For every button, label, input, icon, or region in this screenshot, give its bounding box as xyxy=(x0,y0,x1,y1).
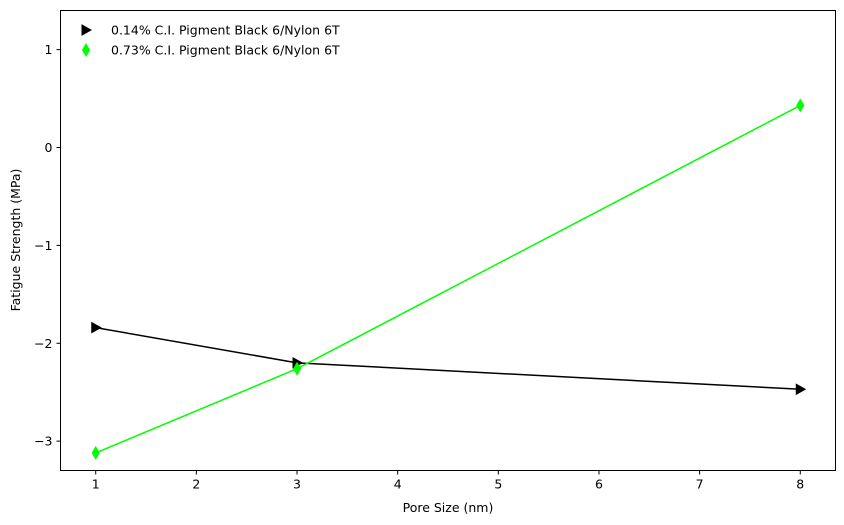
legend-label-1: 0.14% C.I. Pigment Black 6/Nylon 6T xyxy=(111,23,340,38)
x-tick-label: 7 xyxy=(696,477,704,492)
y-axis-ticks: −3 −2 −1 0 1 xyxy=(34,42,61,449)
plot-frame xyxy=(60,10,836,471)
x-tick-label: 6 xyxy=(595,477,603,492)
series-1-point xyxy=(795,383,807,396)
x-axis-ticks: 1 2 3 4 5 6 7 8 xyxy=(92,470,804,492)
x-tick-label: 3 xyxy=(293,477,301,492)
legend: 0.14% C.I. Pigment Black 6/Nylon 6T 0.73%… xyxy=(81,23,340,58)
series-2-point xyxy=(292,361,302,376)
series-2 xyxy=(91,98,805,460)
x-axis-label: Pore Size (nm) xyxy=(403,500,494,515)
x-tick-label: 5 xyxy=(494,477,502,492)
x-tick-label: 2 xyxy=(192,477,200,492)
x-tick-label: 1 xyxy=(92,477,100,492)
y-tick-label: 0 xyxy=(45,140,53,155)
series-layer xyxy=(91,98,807,460)
series-1-point xyxy=(91,321,102,334)
y-tick-label: 1 xyxy=(45,42,53,57)
x-tick-label: 4 xyxy=(394,477,402,492)
y-tick-label: −3 xyxy=(34,434,52,449)
legend-label-2: 0.73% C.I. Pigment Black 6/Nylon 6T xyxy=(111,43,340,58)
series-2-point xyxy=(796,98,805,113)
legend-marker-1 xyxy=(81,24,93,36)
series-2-point xyxy=(91,445,100,460)
y-tick-label: −2 xyxy=(34,336,52,351)
legend-marker-2 xyxy=(81,43,91,57)
y-axis-label: Fatigue Strength (MPa) xyxy=(8,169,23,312)
x-tick-label: 8 xyxy=(796,477,804,492)
y-tick-label: −1 xyxy=(34,238,52,253)
